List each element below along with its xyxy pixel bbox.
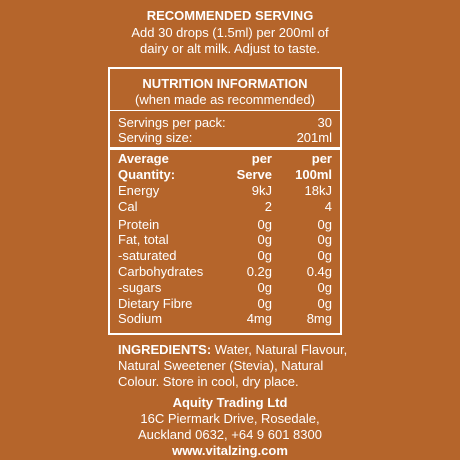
nutrition-box xyxy=(108,67,342,335)
nutrition-title: NUTRITION INFORMATION xyxy=(142,76,308,91)
table-cell: 0.4g xyxy=(306,264,332,279)
company-address: 16C Piermark Drive, Rosedale, xyxy=(140,411,320,426)
table-header: Quantity: xyxy=(118,167,176,182)
nutrition-subtitle: (when made as recommended) xyxy=(135,92,315,107)
company-name: Aquity Trading Ltd xyxy=(172,395,288,410)
table-cell: 0g xyxy=(257,279,272,295)
table-cell: Carbohydrates xyxy=(118,264,204,279)
table-cell: 0g xyxy=(317,216,332,232)
table-cell: Energy xyxy=(118,183,160,198)
table-cell: -sugars xyxy=(118,279,162,295)
table-header: per xyxy=(251,151,272,166)
serving-line: Add 30 drops (1.5ml) per 200ml of xyxy=(131,25,329,40)
table-cell: 0g xyxy=(257,216,272,232)
servings-label: Servings per pack: xyxy=(118,115,226,130)
table-cell: 8mg xyxy=(306,311,332,327)
table-cell: 2 xyxy=(264,198,272,214)
table-cell: Protein xyxy=(118,216,160,232)
ingredients-text: Colour. Store in cool, dry place. xyxy=(118,374,299,389)
serving-line: dairy or alt milk. Adjust to taste. xyxy=(140,41,320,56)
size-label: Serving size: xyxy=(118,130,193,145)
ingredients-label: INGREDIENTS: xyxy=(118,342,212,357)
table-cell: Cal xyxy=(118,198,138,214)
size-value: 201ml xyxy=(296,130,332,145)
table-cell: 0g xyxy=(257,248,272,264)
divider xyxy=(108,110,342,111)
ingredients-line: INGREDIENTS: Water, Natural Flavour, xyxy=(118,342,347,358)
table-header: 100ml xyxy=(295,167,332,182)
table-cell: Sodium xyxy=(118,311,163,327)
table-cell: 18kJ xyxy=(304,183,332,198)
servings-value: 30 xyxy=(317,115,332,130)
table-cell: 0g xyxy=(317,279,332,295)
table-cell: 4 xyxy=(324,198,332,214)
table-cell: 0g xyxy=(317,248,332,264)
table-cell: 4mg xyxy=(246,311,272,327)
table-header: Serve xyxy=(236,167,272,182)
table-cell: 0g xyxy=(317,295,332,311)
table-cell: Fat, total xyxy=(118,232,169,248)
table-header: Average xyxy=(118,151,169,166)
table-cell: 9kJ xyxy=(251,183,272,198)
table-cell: 0.2g xyxy=(246,264,272,279)
table-cell: -saturated xyxy=(118,248,177,264)
table-cell: 0g xyxy=(317,232,332,248)
table-cell: 0g xyxy=(257,232,272,248)
serving-title: RECOMMENDED SERVING xyxy=(146,8,314,23)
ingredients-text: Natural Sweetener (Stevia), Natural xyxy=(118,358,324,373)
company-address: Auckland 0632, +64 9 601 8300 xyxy=(138,427,322,442)
divider xyxy=(108,147,342,150)
table-header: per xyxy=(311,151,332,166)
table-cell: Dietary Fibre xyxy=(118,295,193,311)
table-cell: 0g xyxy=(257,295,272,311)
company-website: www.vitalzing.com xyxy=(172,443,288,458)
ingredients-text: Water, Natural Flavour, xyxy=(214,342,348,357)
